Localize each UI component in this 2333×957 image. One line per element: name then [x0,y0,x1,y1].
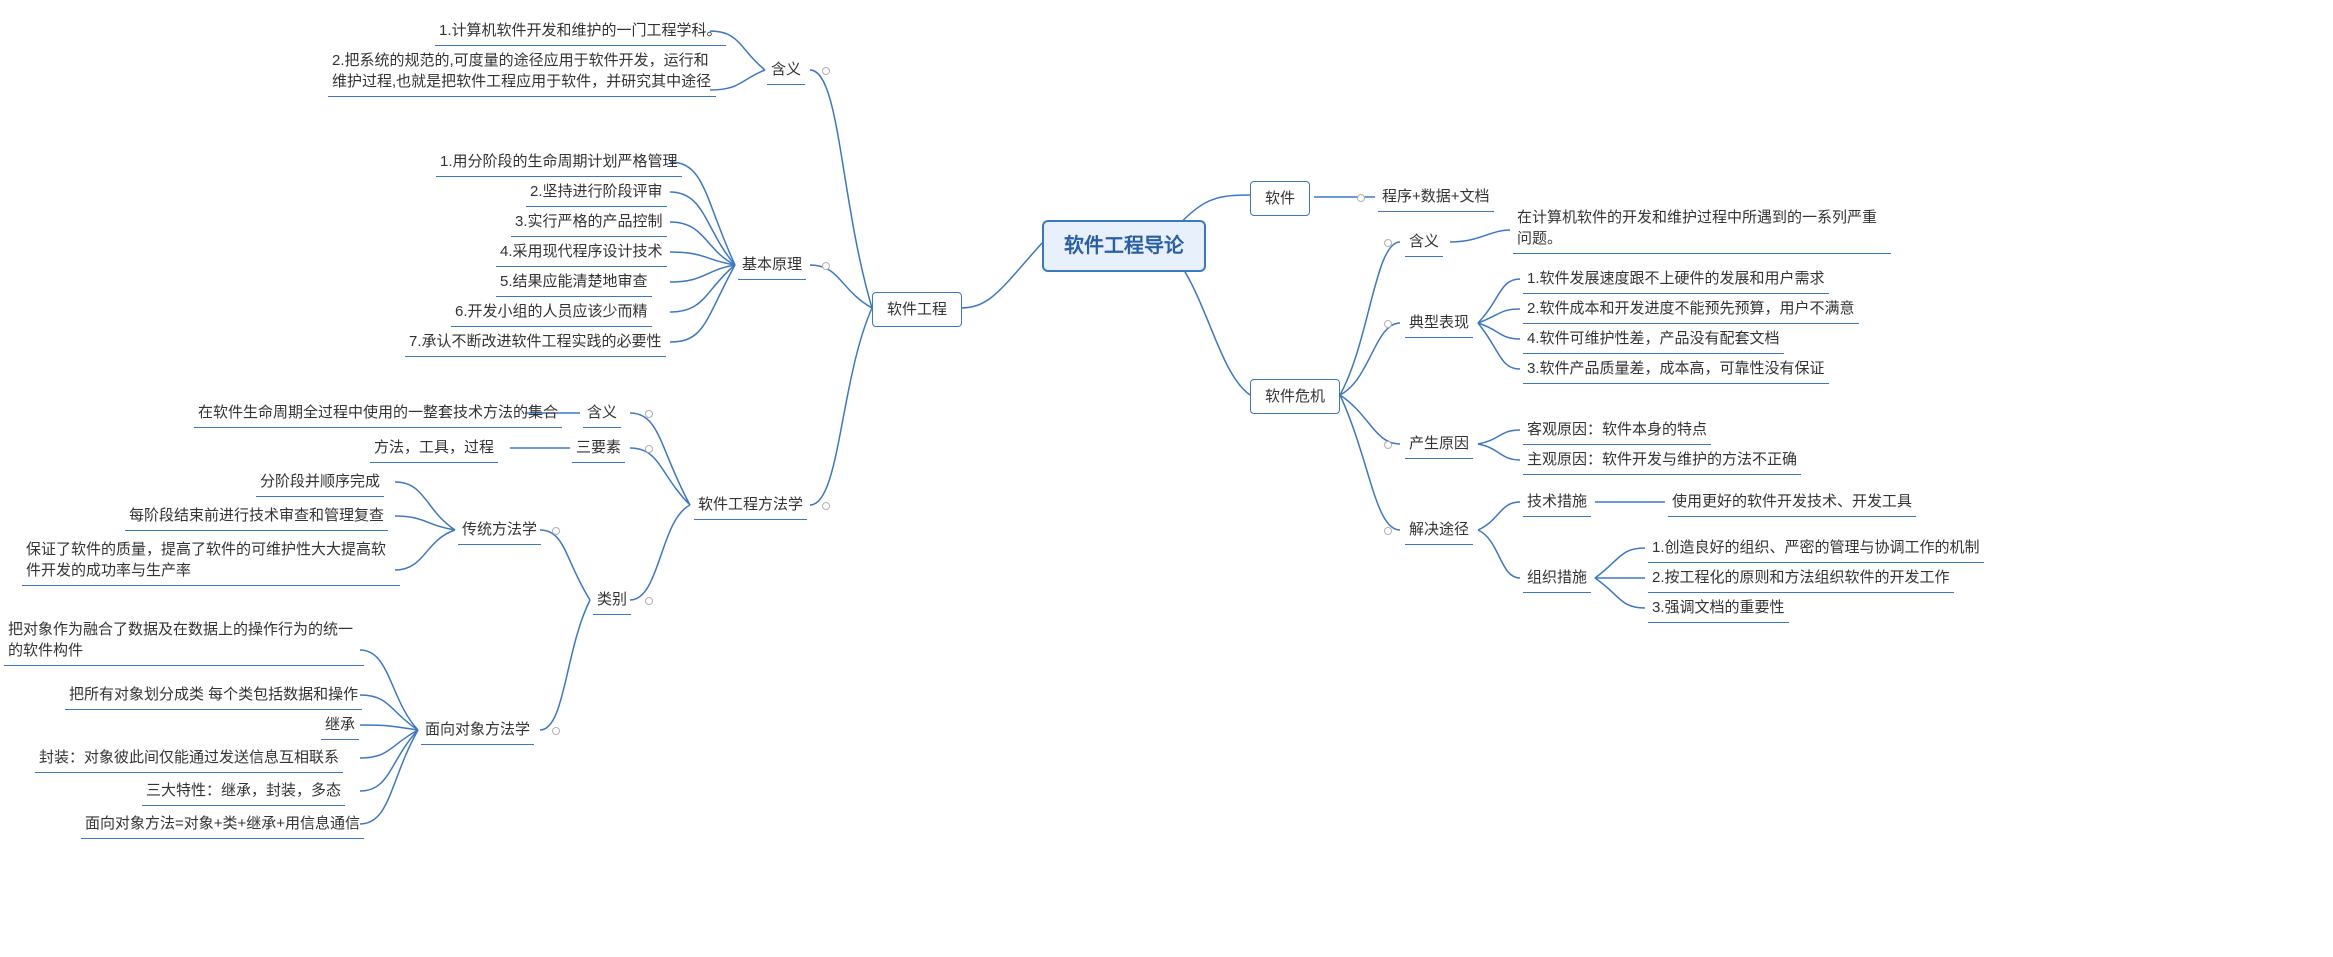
leaf-p3: 3.实行严格的产品控制 [511,209,667,237]
link-layer [200,0,2333,957]
node-category[interactable]: 类别 [593,587,631,615]
leaf-oo4: 封装：对象彼此间仅能通过发送信息互相联系 [35,745,343,773]
leaf-p5: 5.结果应能清楚地审查 [496,269,652,297]
leaf-oo6: 面向对象方法=对象+类+继承+用信息通信 [81,811,364,839]
leaf-software-def: 程序+数据+文档 [1378,184,1494,212]
node-methodology[interactable]: 软件工程方法学 [694,492,807,520]
node-meth-meaning[interactable]: 含义 [583,400,621,428]
leaf-oo3: 继承 [321,712,359,740]
leaf-cause1: 客观原因：软件本身的特点 [1523,417,1711,445]
leaf-typ4: 3.软件产品质量差，成本高，可靠性没有保证 [1523,356,1829,384]
leaf-p4: 4.采用现代程序设计技术 [496,239,667,267]
leaf-org1: 1.创造良好的组织、严密的管理与协调工作的机制 [1648,535,1984,563]
node-crisis-typical[interactable]: 典型表现 [1405,310,1473,338]
node-crisis-cause[interactable]: 产生原因 [1405,431,1473,459]
leaf-org2: 2.按工程化的原则和方法组织软件的开发工作 [1648,565,1954,593]
leaf-se-m1: 1.计算机软件开发和维护的一门工程学科。 [435,18,726,46]
leaf-oo1: 把对象作为融合了数据及在数据上的操作行为的统一的软件构件 [4,617,364,666]
leaf-oo2: 把所有对象划分成类 每个类包括数据和操作 [65,682,362,710]
leaf-p1: 1.用分阶段的生命周期计划严格管理 [436,149,682,177]
mindmap-canvas: 软件工程导论 软件 程序+数据+文档 软件危机 含义 在计算机软件的开发和维护过… [200,0,2333,957]
node-software[interactable]: 软件 [1250,181,1310,216]
leaf-p7: 7.承认不断改进软件工程实践的必要性 [405,329,666,357]
leaf-meth-three-text: 方法，工具，过程 [370,435,498,463]
node-traditional[interactable]: 传统方法学 [458,517,541,545]
leaf-meth-meaning-text: 在软件生命周期全过程中使用的一整套技术方法的集合 [194,400,562,428]
leaf-crisis-meaning-text: 在计算机软件的开发和维护过程中所遇到的一系列严重问题。 [1513,205,1891,254]
leaf-p6: 6.开发小组的人员应该少而精 [451,299,652,327]
node-se-meaning[interactable]: 含义 [767,57,805,85]
node-solve-org[interactable]: 组织措施 [1523,565,1591,593]
node-solve-tech[interactable]: 技术措施 [1523,489,1591,517]
node-se[interactable]: 软件工程 [872,292,962,327]
node-crisis[interactable]: 软件危机 [1250,379,1340,414]
root-node[interactable]: 软件工程导论 [1042,220,1206,272]
node-meth-three[interactable]: 三要素 [572,435,625,463]
leaf-typ2: 2.软件成本和开发进度不能预先预算，用户不满意 [1523,296,1859,324]
leaf-org3: 3.强调文档的重要性 [1648,595,1789,623]
leaf-typ3: 4.软件可维护性差，产品没有配套文档 [1523,326,1784,354]
node-crisis-solve[interactable]: 解决途径 [1405,517,1473,545]
leaf-p2: 2.坚持进行阶段评审 [526,179,667,207]
leaf-se-m2: 2.把系统的规范的,可度量的途径应用于软件开发，运行和维护过程,也就是把软件工程… [328,48,716,97]
leaf-trad2: 每阶段结束前进行技术审查和管理复查 [125,503,388,531]
leaf-typ1: 1.软件发展速度跟不上硬件的发展和用户需求 [1523,266,1829,294]
node-crisis-meaning[interactable]: 含义 [1405,229,1443,257]
node-oo[interactable]: 面向对象方法学 [421,717,534,745]
leaf-trad3: 保证了软件的质量，提高了软件的可维护性大大提高软件开发的成功率与生产率 [22,537,400,586]
leaf-oo5: 三大特性：继承，封装，多态 [142,778,345,806]
leaf-trad1: 分阶段并顺序完成 [256,469,384,497]
node-principle[interactable]: 基本原理 [738,252,806,280]
leaf-cause2: 主观原因：软件开发与维护的方法不正确 [1523,447,1801,475]
leaf-solve-tech-text: 使用更好的软件开发技术、开发工具 [1668,489,1916,517]
